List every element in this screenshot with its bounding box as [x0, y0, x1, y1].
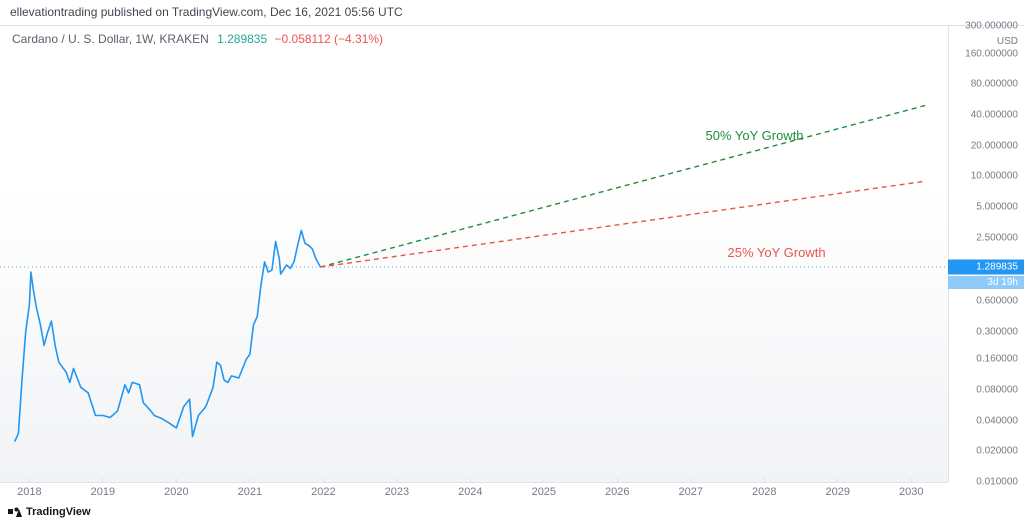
- x-tick-label: 2021: [238, 486, 262, 498]
- x-tick-label: 2030: [899, 486, 923, 498]
- y-axis[interactable]: USD 300.000000160.00000080.00000040.0000…: [948, 26, 1024, 482]
- y-tick-label: 40.000000: [971, 110, 1018, 121]
- bar-countdown: 3d 19h: [948, 276, 1024, 289]
- y-tick-label: 0.040000: [976, 415, 1018, 426]
- x-tick-label: 2019: [91, 486, 115, 498]
- x-tick-label: 2022: [311, 486, 335, 498]
- current-price-tag: 1.289835: [948, 260, 1024, 275]
- y-tick-label: 0.300000: [976, 326, 1018, 337]
- projection-annotation: 25% YoY Growth: [728, 245, 826, 260]
- tradingview-logo-icon: [8, 507, 22, 517]
- x-axis[interactable]: 2018 2019 2020 2021 2022 2023 2024 2025 2026 2027…: [0, 482, 948, 502]
- y-tick-label: 10.000000: [971, 171, 1018, 182]
- symbol-change: −0.058112 (−4.31%): [275, 32, 384, 46]
- x-tick-label: 2029: [826, 486, 850, 498]
- x-tick-label: 2025: [532, 486, 556, 498]
- y-tick-label: 0.160000: [976, 354, 1018, 365]
- publish-header: ellevationtrading published on TradingVi…: [0, 0, 1024, 26]
- symbol-last-value: 1.289835: [217, 32, 267, 46]
- y-tick-label: 80.000000: [971, 79, 1018, 90]
- y-tick-label: 0.010000: [976, 477, 1018, 488]
- y-tick-label: 2.500000: [976, 232, 1018, 243]
- y-tick-label: 0.020000: [976, 446, 1018, 457]
- projection-annotation: 50% YoY Growth: [705, 128, 803, 143]
- plot-region[interactable]: 50% YoY Growth 25% YoY Growth: [0, 26, 948, 482]
- y-tick-label: 0.080000: [976, 385, 1018, 396]
- chart-container: ellevationtrading published on TradingVi…: [0, 0, 1024, 522]
- brand-label: TradingView: [26, 506, 91, 518]
- y-tick-label: 5.000000: [976, 202, 1018, 213]
- symbol-name: Cardano / U. S. Dollar, 1W, KRAKEN: [12, 32, 209, 46]
- chart-area[interactable]: 50% YoY Growth25% YoY Growth USD 300.000…: [0, 26, 1024, 502]
- brand-footer[interactable]: TradingView: [8, 502, 91, 522]
- y-tick-label: 0.600000: [976, 295, 1018, 306]
- x-tick-label: 2018: [17, 486, 41, 498]
- x-tick-label: 2024: [458, 486, 482, 498]
- x-tick-label: 2027: [679, 486, 703, 498]
- symbol-info: Cardano / U. S. Dollar, 1W, KRAKEN 1.289…: [12, 32, 383, 46]
- x-tick-label: 2023: [385, 486, 409, 498]
- x-tick-label: 2026: [605, 486, 629, 498]
- x-tick-label: 2028: [752, 486, 776, 498]
- y-tick-label: 160.000000: [965, 48, 1018, 59]
- y-tick-label: 300.000000: [965, 21, 1018, 32]
- y-tick-label: 20.000000: [971, 140, 1018, 151]
- x-tick-label: 2020: [164, 486, 188, 498]
- y-axis-unit: USD: [997, 36, 1018, 47]
